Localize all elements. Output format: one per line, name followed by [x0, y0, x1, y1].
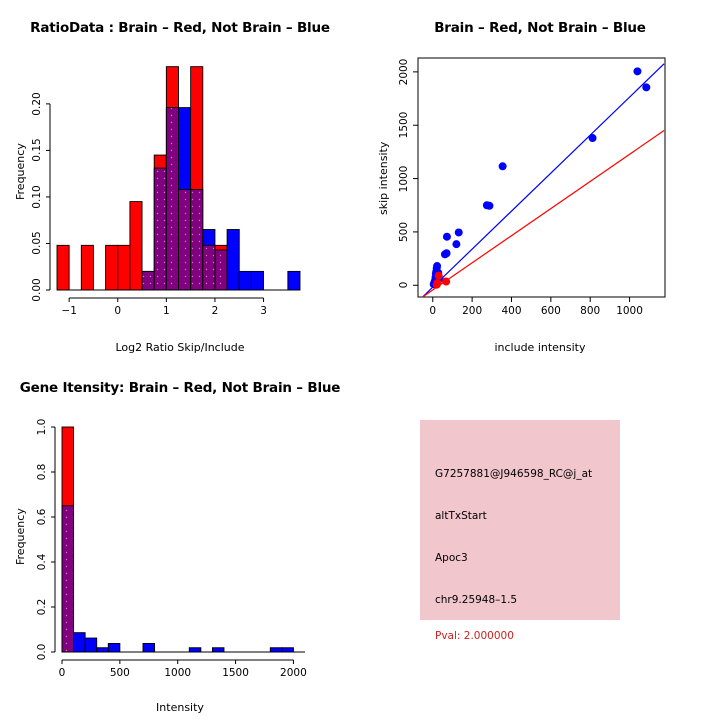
- gene-histogram-canvas: [51, 426, 305, 664]
- y-tick-label: 0: [398, 281, 410, 289]
- y-tick-label: 0.6: [36, 508, 48, 526]
- x-tick-label: 0: [58, 667, 66, 679]
- gene-info-pval: Pval: 2.000000: [435, 630, 514, 642]
- y-tick-label: 0.15: [31, 138, 43, 163]
- scatter-canvas: [413, 57, 666, 302]
- y-tick-label: 0.10: [31, 185, 43, 209]
- gene-info-box: [420, 420, 620, 620]
- y-tick-label: 500: [398, 221, 410, 242]
- ratio-histogram-title: RatioData : Brain – Red, Not Brain – Blu…: [30, 20, 330, 36]
- x-tick-label: 600: [540, 305, 561, 317]
- scatter-y-axis-label: skip intensity: [377, 141, 390, 215]
- x-tick-label: 500: [109, 667, 130, 679]
- y-tick-label: 0.2: [36, 598, 48, 616]
- x-tick-label: 1500: [222, 667, 249, 679]
- y-tick-label: 1000: [398, 165, 410, 192]
- y-tick-label: 0.00: [31, 278, 43, 302]
- y-tick-label: 0.0: [36, 643, 48, 661]
- gene-info-probe-id: G7257881@J946598_RC@j_at: [435, 468, 593, 480]
- panel-ratio-histogram: RatioData : Brain – Red, Not Brain – Blu…: [0, 0, 360, 360]
- x-tick-label: 1000: [164, 667, 192, 679]
- y-tick-label: 1500: [398, 111, 410, 139]
- gene-histogram-title: Gene Itensity: Brain – Red, Not Brain – …: [19, 380, 341, 396]
- x-tick-label: 3: [260, 305, 267, 317]
- x-tick-label: 200: [462, 305, 483, 317]
- ratio-y-axis-label: Frequency: [14, 143, 27, 200]
- y-tick-label: 2000: [398, 58, 410, 86]
- y-tick-label: 0.8: [36, 463, 48, 481]
- x-tick-label: 0: [114, 305, 122, 317]
- panel-gene-info: G7257881@J946598_RC@j_at altTxStart Apoc…: [360, 360, 720, 720]
- x-tick-label: 2: [211, 305, 219, 317]
- x-tick-label: 400: [501, 305, 522, 317]
- x-tick-label: 800: [580, 305, 601, 317]
- scatter-x-axis-label: include intensity: [494, 341, 586, 354]
- y-tick-label: 0.20: [31, 92, 43, 116]
- y-tick-label: 1.0: [36, 418, 48, 436]
- gene-info-gene-symbol: Apoc3: [435, 552, 468, 564]
- gene-y-axis-label: Frequency: [14, 508, 27, 565]
- x-tick-label: 1: [163, 305, 170, 317]
- ratio-x-axis-label: Log2 Ratio Skip/Include: [115, 341, 245, 354]
- y-tick-label: 0.05: [31, 231, 43, 256]
- x-tick-label: 1000: [616, 305, 643, 317]
- x-tick-label: −1: [61, 305, 77, 317]
- gene-info-locus: chr9.25948–1.5: [435, 594, 518, 606]
- ratio-histogram-canvas: [46, 66, 301, 302]
- panel-intensity-scatter: Brain – Red, Not Brain – Blue 0 500 1000 15…: [360, 0, 720, 360]
- x-tick-label: 0: [429, 305, 437, 317]
- y-tick-label: 0.4: [36, 553, 48, 571]
- scatter-title: Brain – Red, Not Brain – Blue: [434, 20, 646, 36]
- x-tick-label: 2000: [280, 667, 307, 679]
- gene-x-axis-label: Intensity: [156, 701, 204, 714]
- panel-gene-intensity-histogram: Gene Itensity: Brain – Red, Not Brain – …: [0, 360, 360, 720]
- gene-info-event-type: altTxStart: [435, 510, 487, 522]
